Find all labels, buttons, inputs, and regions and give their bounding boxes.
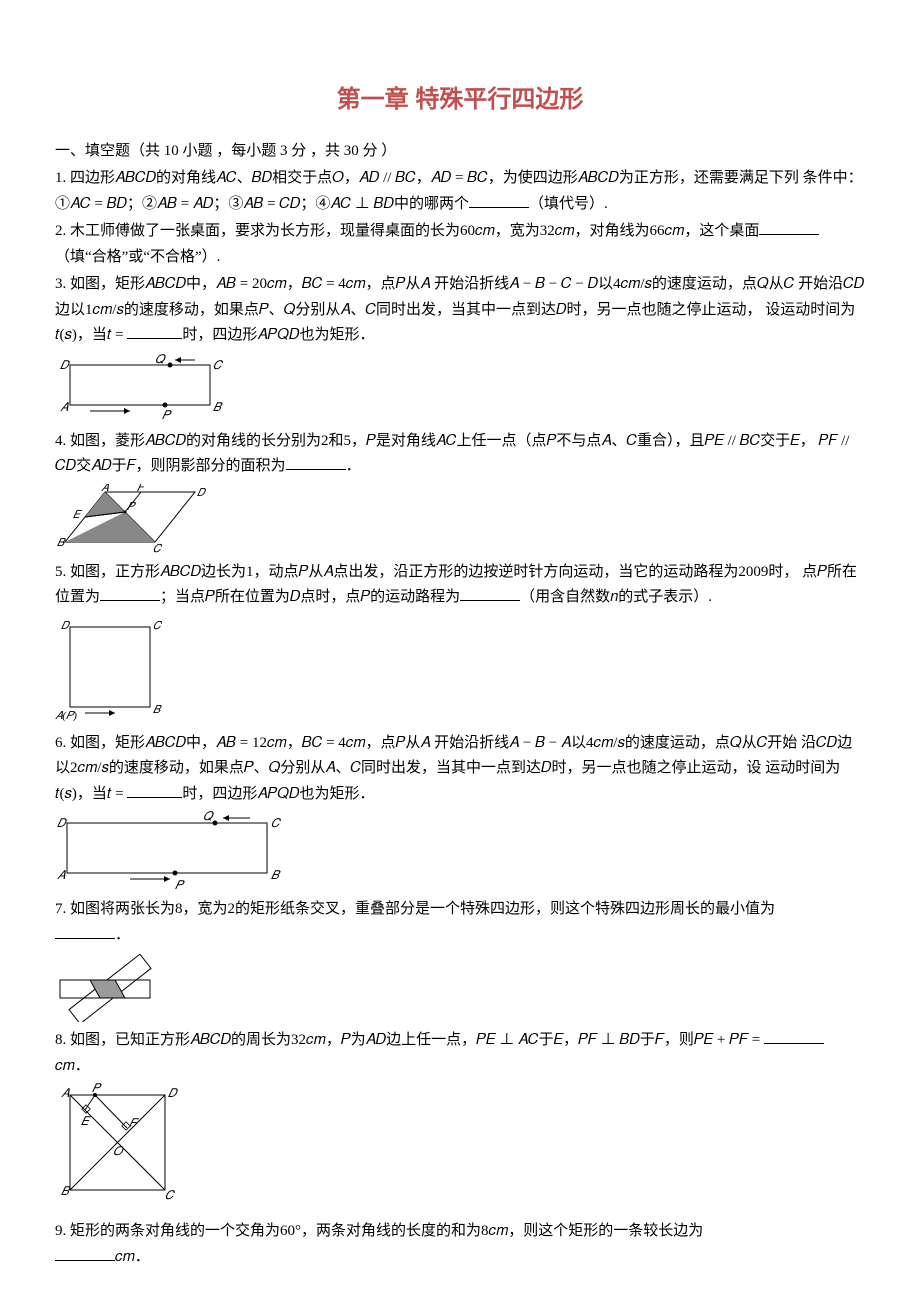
p1-line1: 1. 四边形𝐴𝐵𝐶𝐷的对角线𝐴𝐶、𝐵𝐷相交于点𝑂，𝐴𝐷 // 𝐵𝐶，𝐴𝐷 = 𝐵… [55, 170, 799, 186]
svg-text:𝐸: 𝐸 [81, 1114, 92, 1128]
blank [55, 924, 115, 939]
svg-text:𝑄: 𝑄 [155, 353, 166, 366]
svg-text:𝐶: 𝐶 [153, 620, 163, 632]
p7-line2: ． [115, 927, 130, 943]
blank [286, 455, 346, 470]
svg-text:𝐶: 𝐶 [213, 358, 224, 372]
problem-4: 4. 如图，菱形𝐴𝐵𝐶𝐷的对角线的长分别为2和5，𝑃是对角线𝐴𝐶上任一点（点𝑃不… [55, 429, 865, 480]
svg-text:𝐵: 𝐵 [213, 400, 223, 414]
p5-line2b: ；当点𝑃所在位置为𝐷点时，点𝑃的运动路程为 [160, 589, 460, 605]
svg-text:𝐶: 𝐶 [153, 543, 163, 554]
p4-line2b: ． [346, 458, 361, 474]
svg-text:𝐷: 𝐷 [60, 358, 70, 372]
problem-9: 9. 矩形的两条对角线的一个交角为60°，两条对角线的长度的和为8𝑐𝑚，则这个矩… [55, 1219, 865, 1270]
p5-line1: 5. 如图，正方形𝐴𝐵𝐶𝐷边长为1，动点𝑃从𝐴点出发，沿正方形的边按逆时针方向运… [55, 564, 798, 580]
p5-line2c: （用含自然数𝑛的式子表示）. [520, 589, 712, 605]
blank [55, 1246, 115, 1261]
svg-text:𝑂: 𝑂 [113, 1144, 124, 1158]
blank [469, 193, 529, 208]
problem-5: 5. 如图，正方形𝐴𝐵𝐶𝐷边长为1，动点𝑃从𝐴点出发，沿正方形的边按逆时针方向运… [55, 560, 865, 611]
section-heading: 一、填空题（共 10 小题 ，每小题 3 分 ，共 30 分 ） [55, 139, 865, 165]
problem-8: 8. 如图，已知正方形𝐴𝐵𝐶𝐷的周长为32𝑐𝑚，𝑃为𝐴𝐷边上任一点，𝑃𝐸 ⊥ 𝐴… [55, 1028, 865, 1079]
p7-line1: 7. 如图将两张长为8，宽为2的矩形纸条交叉，重叠部分是一个特殊四边形，则这个特… [55, 901, 775, 917]
p4-line1: 4. 如图，菱形𝐴𝐵𝐶𝐷的对角线的长分别为2和5，𝑃是对角线𝐴𝐶上任一点（点𝑃不… [55, 433, 815, 449]
svg-text:𝐴: 𝐴 [60, 400, 69, 414]
svg-text:𝐵: 𝐵 [57, 537, 66, 549]
svg-text:𝐶: 𝐶 [271, 816, 282, 830]
figure-4: 𝐴 𝐵 𝐶 𝐷 𝐸 𝐹 𝑃 [55, 484, 865, 554]
svg-text:𝐷: 𝐷 [168, 1086, 178, 1100]
svg-text:𝐵: 𝐵 [271, 868, 281, 882]
p3-line3b: 时，四边形𝐴𝑃𝑄𝐷也为矩形． [182, 327, 374, 343]
p1-tail: （填代号）. [529, 196, 608, 212]
svg-text:𝐵: 𝐵 [153, 704, 162, 716]
p6-line3b: 时，四边形𝐴𝑃𝑄𝐷也为矩形． [182, 786, 374, 802]
p6-line1: 6. 如图，矩形𝐴𝐵𝐶𝐷中，𝐴𝐵 = 12𝑐𝑚，𝐵𝐶 = 4𝑐𝑚，点𝑃从𝐴 开始… [55, 735, 797, 751]
p2-line2: （填“合格”或“不合格”）. [55, 249, 220, 265]
figure-5: 𝐴(𝑃) 𝐵 𝐶 𝐷 [55, 615, 865, 725]
blank [127, 783, 182, 798]
svg-text:𝐹: 𝐹 [129, 1116, 140, 1130]
svg-text:𝐴: 𝐴 [61, 1086, 70, 1100]
svg-text:𝐶: 𝐶 [165, 1188, 176, 1202]
problem-1: 1. 四边形𝐴𝐵𝐶𝐷的对角线𝐴𝐶、𝐵𝐷相交于点𝑂，𝐴𝐷 // 𝐵𝐶，𝐴𝐷 = 𝐵… [55, 166, 865, 217]
svg-text:𝑃: 𝑃 [92, 1083, 102, 1095]
blank [764, 1029, 824, 1044]
p3-line1: 3. 如图，矩形𝐴𝐵𝐶𝐷中，𝐴𝐵 = 20𝑐𝑚，𝐵𝐶 = 4𝑐𝑚，点𝑃从𝐴 开始… [55, 276, 794, 292]
svg-text:𝐴(𝑃): 𝐴(𝑃) [55, 710, 77, 722]
blank [460, 586, 520, 601]
svg-text:𝐸: 𝐸 [73, 509, 83, 521]
p9-line2: 𝑐𝑚． [115, 1249, 150, 1265]
svg-text:𝑃: 𝑃 [162, 408, 172, 422]
svg-text:𝑃: 𝑃 [127, 501, 136, 513]
blank [127, 324, 182, 339]
blank [100, 586, 160, 601]
problem-3: 3. 如图，矩形𝐴𝐵𝐶𝐷中，𝐴𝐵 = 20𝑐𝑚，𝐵𝐶 = 4𝑐𝑚，点𝑃从𝐴 开始… [55, 272, 865, 349]
figure-6: 𝐷 𝐶 𝐴 𝐵 𝑄 𝑃 [55, 811, 865, 891]
p2-line1: 2. 木工师傅做了一张桌面，要求为长方形，现量得桌面的长为60𝑐𝑚，宽为32𝑐𝑚… [55, 223, 759, 239]
svg-text:𝐷: 𝐷 [197, 487, 207, 499]
problem-2: 2. 木工师傅做了一张桌面，要求为长方形，现量得桌面的长为60𝑐𝑚，宽为32𝑐𝑚… [55, 219, 865, 270]
svg-text:𝐷: 𝐷 [57, 816, 67, 830]
problem-6: 6. 如图，矩形𝐴𝐵𝐶𝐷中，𝐴𝐵 = 12𝑐𝑚，𝐵𝐶 = 4𝑐𝑚，点𝑃从𝐴 开始… [55, 731, 865, 808]
figure-7 [55, 952, 865, 1022]
problem-7: 7. 如图将两张长为8，宽为2的矩形纸条交叉，重叠部分是一个特殊四边形，则这个特… [55, 897, 865, 948]
p9-line1: 9. 矩形的两条对角线的一个交角为60°，两条对角线的长度的和为8𝑐𝑚，则这个矩… [55, 1223, 703, 1239]
blank [759, 220, 819, 235]
p8-line1a: 8. 如图，已知正方形𝐴𝐵𝐶𝐷的周长为32𝑐𝑚，𝑃为𝐴𝐷边上任一点，𝑃𝐸 ⊥ 𝐴… [55, 1032, 764, 1048]
figure-3: 𝐷 𝐶 𝐴 𝐵 𝑄 𝑃 [55, 353, 865, 423]
p8-line2: 𝑐𝑚． [55, 1058, 90, 1074]
chapter-title: 第一章 特殊平行四边形 [55, 80, 865, 121]
svg-text:𝑃: 𝑃 [175, 878, 185, 891]
figure-8: 𝐴 𝐷 𝐵 𝐶 𝑃 𝐸 𝐹 𝑂 [55, 1083, 865, 1213]
svg-text:𝑄: 𝑄 [203, 811, 214, 823]
svg-text:𝐴: 𝐴 [57, 868, 66, 882]
